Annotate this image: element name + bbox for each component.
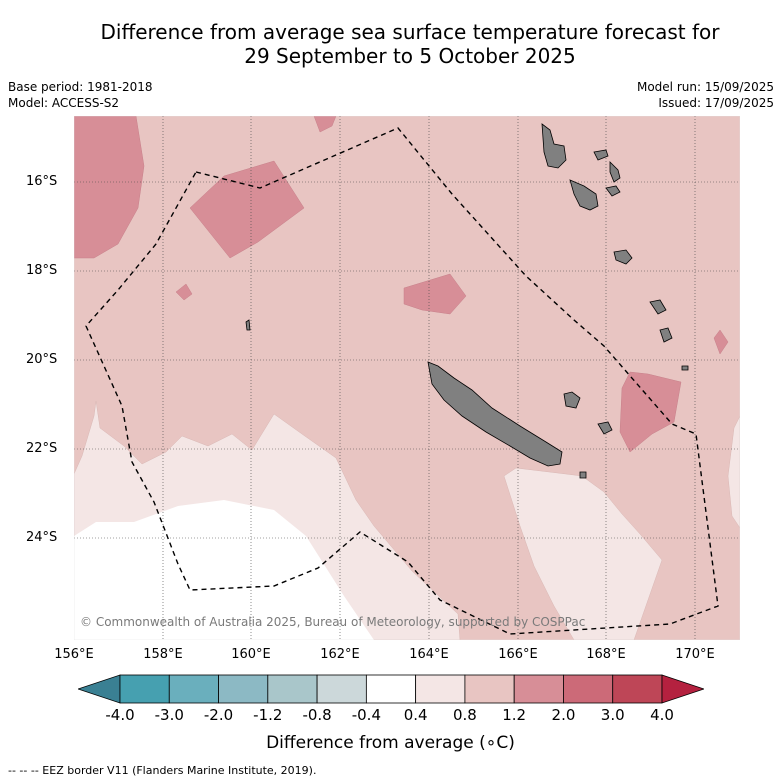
new-caledonia-land — [427, 361, 563, 467]
vanuatu-island-5 — [605, 185, 621, 197]
colorbar-cell — [612, 674, 663, 704]
eez-border — [85, 127, 719, 635]
colorbar-title: Difference from average (∘C) — [266, 733, 515, 753]
model-name: Model: ACCESS-S2 — [8, 96, 120, 110]
colorbar-tick-label: 1.2 — [502, 706, 527, 724]
anomaly-patch-east-2 — [713, 329, 729, 355]
lon-label-166e: 166°E — [498, 647, 538, 662]
vanuatu-island-4 — [593, 149, 609, 161]
lon-label-170e: 170°E — [675, 647, 715, 662]
loyalty-island-3 — [649, 299, 667, 315]
anomaly-band-0.4-0.8-edge — [727, 415, 740, 529]
colorbar-tick-label: -0.8 — [302, 706, 332, 724]
colorbar-tick-label: 2.0 — [551, 706, 576, 724]
colorbar-cell — [365, 674, 417, 704]
lon-label-168e: 168°E — [586, 647, 626, 662]
colorbar-cell — [168, 674, 219, 704]
colorbar-tick-label: 0.4 — [403, 706, 428, 724]
colorbar-tick-label: -4.0 — [105, 706, 135, 724]
anomaly-patch-central — [403, 273, 467, 315]
colorbar-cell — [267, 674, 318, 704]
colorbar-cells — [78, 674, 704, 704]
lat-label-20s: 20°S — [26, 352, 58, 367]
issued-date: Issued: 17/09/2025 — [658, 96, 774, 110]
lat-label-24s: 24°S — [26, 530, 58, 545]
anomaly-patch-east-1 — [619, 371, 682, 453]
colorbar-cell — [464, 674, 515, 704]
anomaly-band-0.4-0.8-east — [503, 467, 663, 640]
loyalty-island-2 — [597, 421, 613, 435]
vanuatu-island-2 — [569, 179, 599, 211]
colorbar-tick-label: -2.0 — [203, 706, 234, 724]
colorbar-cell — [119, 674, 170, 704]
colorbar-cell — [415, 674, 466, 704]
gridlines — [74, 116, 740, 640]
islet-1 — [245, 319, 251, 331]
model-run: Model run: 15/09/2025 — [636, 80, 774, 94]
lon-label-160e: 160°E — [231, 647, 271, 662]
colorbar-tick-label: -0.4 — [351, 706, 381, 724]
map-panel: © Commonwealth of Australia 2025, Bureau… — [74, 116, 740, 640]
islet-3 — [681, 365, 689, 371]
loyalty-island-4 — [659, 327, 673, 343]
loyalty-island-1 — [563, 391, 581, 409]
anomaly-patch-north-1 — [189, 160, 305, 259]
map-title-line1: Difference from average sea surface temp… — [100, 20, 720, 44]
colorbar-cell — [563, 674, 614, 704]
lat-label-18s: 18°S — [26, 263, 58, 278]
anomaly-patch-north-2 — [313, 116, 337, 133]
base-period: Base period: 1981-2018 — [8, 80, 153, 94]
copyright-notice: © Commonwealth of Australia 2025, Bureau… — [80, 615, 585, 629]
colorbar-tick-label: 0.8 — [452, 706, 477, 724]
colorbar-cell — [513, 674, 564, 704]
colorbar-cell — [316, 674, 367, 704]
colorbar-tick-label: -1.2 — [253, 706, 283, 724]
map-title-line2: 29 September to 5 October 2025 — [244, 44, 576, 68]
lon-label-162e: 162°E — [320, 647, 360, 662]
colorbar-extend-low — [78, 674, 121, 704]
colorbar-tick-label: 4.0 — [650, 706, 674, 724]
lat-label-16s: 16°S — [26, 174, 58, 189]
lon-label-158e: 158°E — [143, 647, 183, 662]
vanuatu-island-6 — [613, 249, 633, 265]
anomaly-band-white — [74, 500, 374, 640]
vanuatu-island-3 — [609, 161, 621, 183]
colorbar-tick-label: -3.0 — [154, 706, 184, 724]
islet-2 — [579, 471, 587, 479]
vanuatu-island-1 — [541, 123, 567, 169]
lon-label-156e: 156°E — [54, 647, 94, 662]
anomaly-patch-west — [74, 116, 145, 259]
colorbar-cell — [218, 674, 269, 704]
colorbar — [78, 674, 704, 704]
lat-label-22s: 22°S — [26, 441, 58, 456]
lon-label-164e: 164°E — [409, 647, 449, 662]
colorbar-extend-high — [661, 674, 704, 704]
landmasses — [245, 123, 689, 479]
eez-legend: -- -- -- EEZ border V11 (Flanders Marine… — [8, 764, 317, 777]
anomaly-patch-small — [175, 283, 193, 301]
colorbar-tick-label: 3.0 — [600, 706, 625, 724]
